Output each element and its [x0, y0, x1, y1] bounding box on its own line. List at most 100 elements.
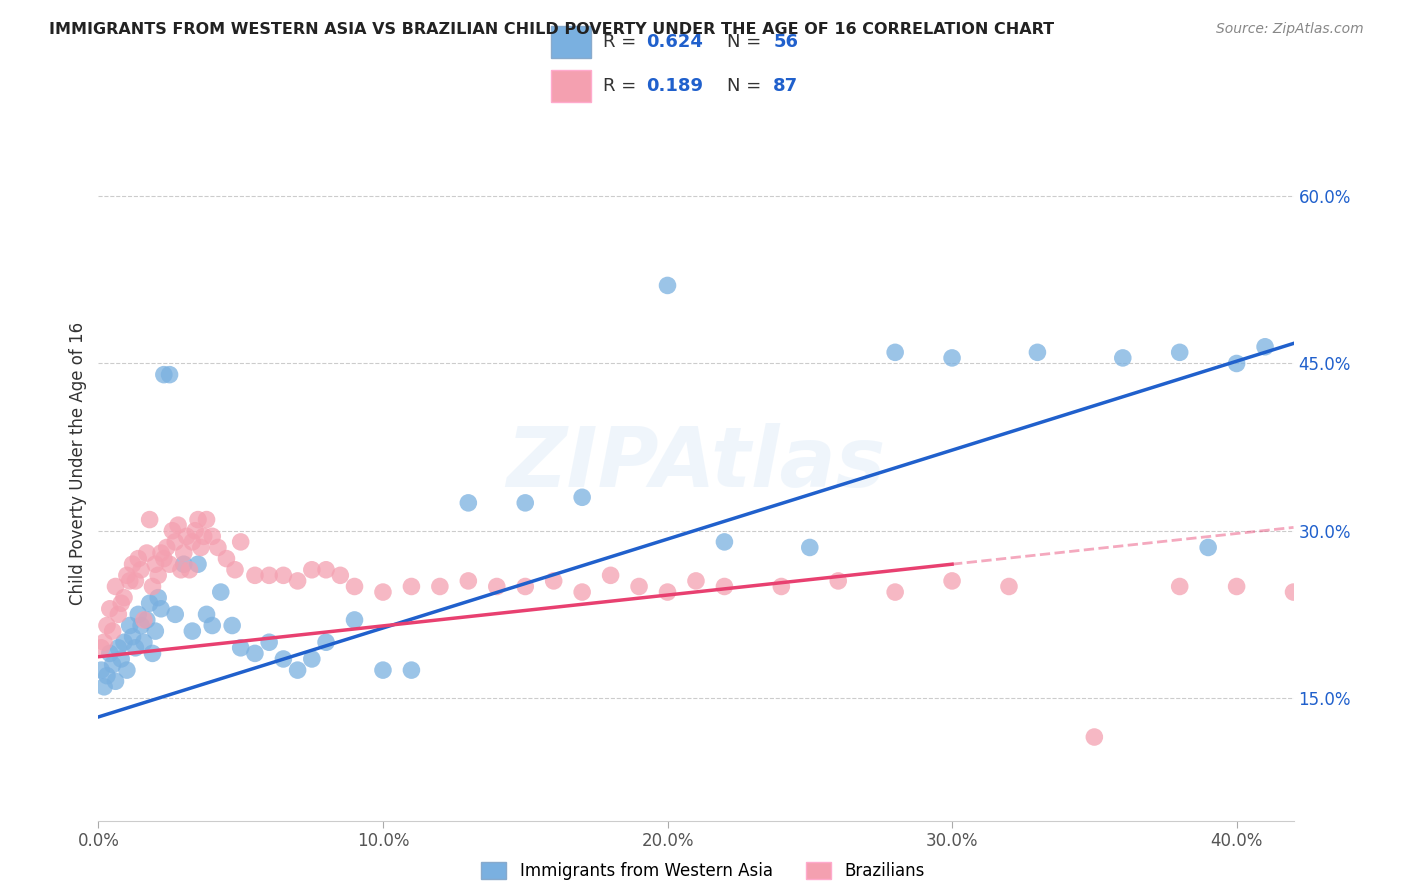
- Point: [273, 652, 295, 666]
- Point: [110, 596, 132, 610]
- Text: N =: N =: [727, 33, 766, 51]
- Point: [165, 607, 187, 622]
- Text: N =: N =: [727, 78, 766, 95]
- Point: [127, 551, 149, 566]
- Point: [1339, 591, 1361, 605]
- Point: [343, 580, 366, 594]
- Point: [159, 557, 181, 572]
- Point: [287, 663, 309, 677]
- Point: [112, 635, 135, 649]
- Text: R =: R =: [603, 33, 643, 51]
- Point: [129, 618, 152, 632]
- Text: 56: 56: [773, 33, 799, 51]
- Point: [190, 541, 212, 555]
- Point: [96, 669, 118, 683]
- Point: [1226, 356, 1249, 371]
- Point: [162, 524, 184, 538]
- FancyBboxPatch shape: [551, 26, 591, 58]
- Point: [941, 574, 963, 588]
- Point: [201, 529, 224, 543]
- Point: [138, 512, 160, 526]
- Point: [457, 574, 479, 588]
- Text: 0.189: 0.189: [647, 78, 703, 95]
- Point: [195, 607, 218, 622]
- Point: [118, 618, 141, 632]
- Point: [371, 585, 394, 599]
- Point: [201, 618, 224, 632]
- Point: [827, 574, 849, 588]
- Point: [1112, 351, 1135, 365]
- Point: [107, 640, 129, 655]
- Point: [657, 278, 679, 293]
- Point: [141, 646, 163, 660]
- Point: [98, 602, 121, 616]
- Point: [104, 580, 127, 594]
- FancyBboxPatch shape: [551, 70, 591, 103]
- Point: [110, 652, 132, 666]
- Point: [243, 568, 266, 582]
- Point: [173, 557, 195, 572]
- Point: [1168, 580, 1191, 594]
- Point: [301, 563, 323, 577]
- Point: [167, 518, 190, 533]
- Point: [90, 663, 112, 677]
- Point: [173, 546, 195, 560]
- Point: [138, 596, 160, 610]
- Point: [599, 568, 621, 582]
- Point: [243, 646, 266, 660]
- Point: [107, 607, 129, 622]
- Point: [112, 591, 135, 605]
- Point: [799, 541, 821, 555]
- Point: [224, 563, 246, 577]
- Point: [98, 646, 121, 660]
- Point: [941, 351, 963, 365]
- Point: [187, 512, 209, 526]
- Point: [135, 613, 157, 627]
- Text: ZIPAtlas: ZIPAtlas: [506, 424, 886, 504]
- Point: [287, 574, 309, 588]
- Point: [301, 652, 323, 666]
- Point: [457, 496, 479, 510]
- Point: [124, 574, 146, 588]
- Point: [485, 580, 508, 594]
- Point: [1083, 730, 1105, 744]
- Text: R =: R =: [603, 78, 643, 95]
- Point: [104, 674, 127, 689]
- Point: [121, 630, 143, 644]
- Point: [90, 640, 112, 655]
- Point: [329, 568, 352, 582]
- Point: [1197, 541, 1219, 555]
- Point: [159, 368, 181, 382]
- Point: [209, 585, 232, 599]
- Point: [165, 535, 187, 549]
- Point: [93, 680, 115, 694]
- Point: [141, 580, 163, 594]
- Point: [770, 580, 793, 594]
- Point: [132, 635, 155, 649]
- Point: [515, 496, 537, 510]
- Point: [153, 551, 176, 566]
- Point: [884, 585, 907, 599]
- Point: [713, 535, 735, 549]
- Point: [115, 568, 138, 582]
- Point: [1254, 340, 1277, 354]
- Point: [101, 624, 124, 639]
- Point: [221, 618, 243, 632]
- Point: [115, 663, 138, 677]
- Point: [184, 524, 207, 538]
- Point: [257, 635, 280, 649]
- Point: [153, 368, 176, 382]
- Point: [343, 613, 366, 627]
- Point: [132, 613, 155, 627]
- Point: [1396, 585, 1406, 599]
- Point: [127, 607, 149, 622]
- Point: [401, 580, 423, 594]
- Point: [998, 580, 1021, 594]
- Point: [571, 490, 593, 504]
- Text: 87: 87: [773, 78, 799, 95]
- Point: [1026, 345, 1049, 359]
- Point: [195, 512, 218, 526]
- Point: [315, 635, 337, 649]
- Point: [215, 551, 238, 566]
- Point: [150, 546, 173, 560]
